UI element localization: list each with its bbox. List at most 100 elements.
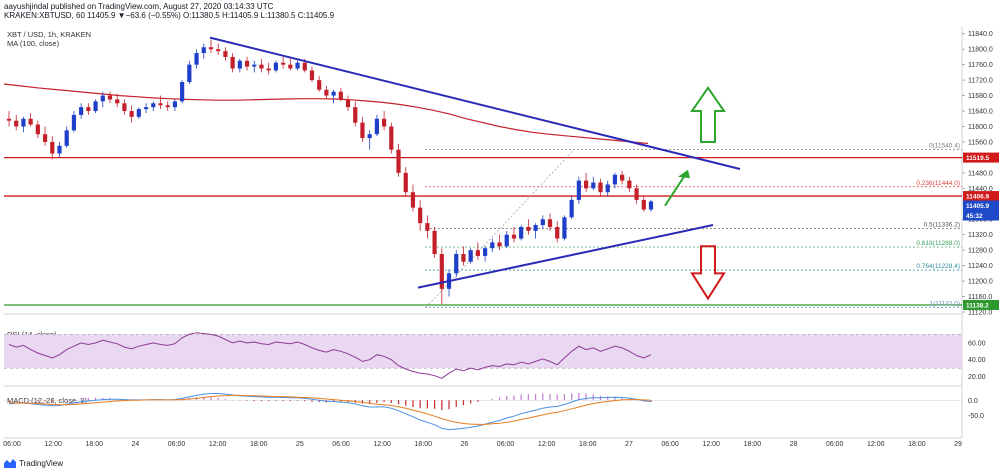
- candle-body: [374, 118, 379, 135]
- time-tick-label: 06:00: [826, 441, 844, 448]
- candle-body: [519, 226, 524, 239]
- fib-level-label: 0.764(11228.4): [916, 263, 960, 270]
- candle-body: [533, 225, 538, 231]
- resistance-price-tag: 11519.5: [966, 155, 990, 162]
- candle-body: [612, 174, 618, 185]
- price-tick-label: 11560.0: [968, 139, 993, 146]
- candle-body: [252, 64, 257, 67]
- candle-body: [425, 223, 430, 231]
- time-tick-label: 27: [625, 441, 633, 448]
- candle-body: [634, 188, 639, 200]
- time-tick-label: 29: [954, 441, 962, 448]
- fib-level-label: 0.5(11336.2): [924, 221, 960, 228]
- time-tick-label: 18:00: [85, 441, 103, 448]
- time-tick-label: 18:00: [250, 441, 268, 448]
- support-price-tag: 11138.2: [966, 302, 989, 309]
- candle-body: [302, 62, 307, 71]
- last-price-tag: 11406.9: [966, 194, 990, 201]
- price-tick-label: 11200.0: [968, 279, 993, 286]
- candle-body: [6, 118, 12, 121]
- candle-body: [641, 199, 646, 210]
- candle-body: [562, 217, 567, 239]
- candle-body: [107, 95, 113, 100]
- candle-body: [122, 103, 127, 112]
- candle-body: [526, 226, 531, 231]
- price-tick-label: 11680.0: [968, 93, 993, 100]
- price-tick-label: 11480.0: [968, 170, 993, 177]
- last-price-tag-bg: [963, 191, 999, 202]
- time-tick-label: 18:00: [579, 441, 597, 448]
- rsi-band: [4, 334, 962, 369]
- time-tick-label: 24: [131, 441, 139, 448]
- candle-body: [547, 219, 553, 227]
- candle-body: [273, 62, 278, 71]
- time-tick-label: 12:00: [209, 441, 227, 448]
- candle-body: [410, 192, 416, 208]
- candle-body: [605, 184, 610, 193]
- time-tick-label: 18:00: [415, 441, 433, 448]
- time-tick-label: 06:00: [661, 441, 679, 448]
- candle-body: [418, 207, 423, 224]
- time-tick-label: 12:00: [538, 441, 556, 448]
- candle-body: [151, 103, 156, 108]
- candle-body: [504, 234, 509, 247]
- rsi-line: [8, 332, 652, 379]
- macd-tick-label: -50.0: [968, 413, 984, 420]
- candle-body: [71, 114, 77, 131]
- candle-body: [237, 60, 242, 69]
- current-price-tag-bg: [963, 200, 999, 211]
- candle-body: [201, 47, 206, 54]
- candle-body: [468, 250, 473, 262]
- candle-body: [598, 182, 603, 193]
- candle-body: [389, 126, 394, 150]
- fib-level-label: 0.236(11444.0): [916, 180, 960, 187]
- breakout-arrow-head: [678, 169, 690, 179]
- candle-body: [591, 182, 596, 189]
- candle-body: [57, 145, 62, 154]
- candle-body: [259, 64, 264, 69]
- time-tick-label: 12:00: [867, 441, 885, 448]
- candle-body: [576, 180, 581, 200]
- pair-legend: XBT / USD, 1h, KRAKEN: [7, 30, 92, 39]
- candle-body: [180, 82, 185, 102]
- candle-body: [490, 242, 495, 249]
- footer: TradingView: [4, 458, 63, 468]
- candle-body: [230, 56, 235, 69]
- bearish-arrow-icon: [690, 245, 726, 301]
- candle-body: [208, 47, 214, 50]
- time-tick-label: 12:00: [702, 441, 720, 448]
- breakout-arrow-line: [664, 176, 685, 207]
- fib-level-label: 0.618(11288.0): [916, 240, 960, 247]
- candle-body: [432, 230, 437, 255]
- candle-body: [172, 101, 178, 108]
- rsi-tick-label: 20.00: [968, 374, 986, 381]
- candle-body: [64, 130, 69, 146]
- candle-body: [338, 91, 343, 100]
- candle-body: [620, 174, 625, 181]
- candle-body: [482, 248, 488, 256]
- candle-body: [309, 70, 315, 81]
- candle-body: [569, 199, 574, 218]
- time-tick-label: 25: [296, 441, 304, 448]
- candle-body: [439, 254, 444, 289]
- price-tick-label: 11120.0: [968, 310, 992, 317]
- price-tick-label: 11240.0: [968, 263, 993, 270]
- time-tick-label: 28: [790, 441, 798, 448]
- price-tick-label: 11800.0: [968, 47, 993, 54]
- price-tick-label: 11440.0: [968, 186, 993, 193]
- candle-body: [324, 89, 329, 96]
- fib-level-label: 0(11540.4): [929, 143, 960, 150]
- candle-body: [367, 134, 372, 139]
- candle-body: [223, 51, 228, 57]
- candle-body: [129, 111, 134, 117]
- candle-body: [21, 118, 26, 127]
- time-tick-label: 06:00: [168, 441, 186, 448]
- time-tick-label: 18:00: [908, 441, 926, 448]
- footer-brand: TradingView: [19, 458, 64, 468]
- candle-body: [93, 101, 98, 112]
- fib-level-label: 1(11132.0): [930, 300, 960, 307]
- price-tick-label: 11320.0: [968, 232, 993, 239]
- candle-body: [288, 64, 293, 69]
- candle-body: [475, 250, 480, 256]
